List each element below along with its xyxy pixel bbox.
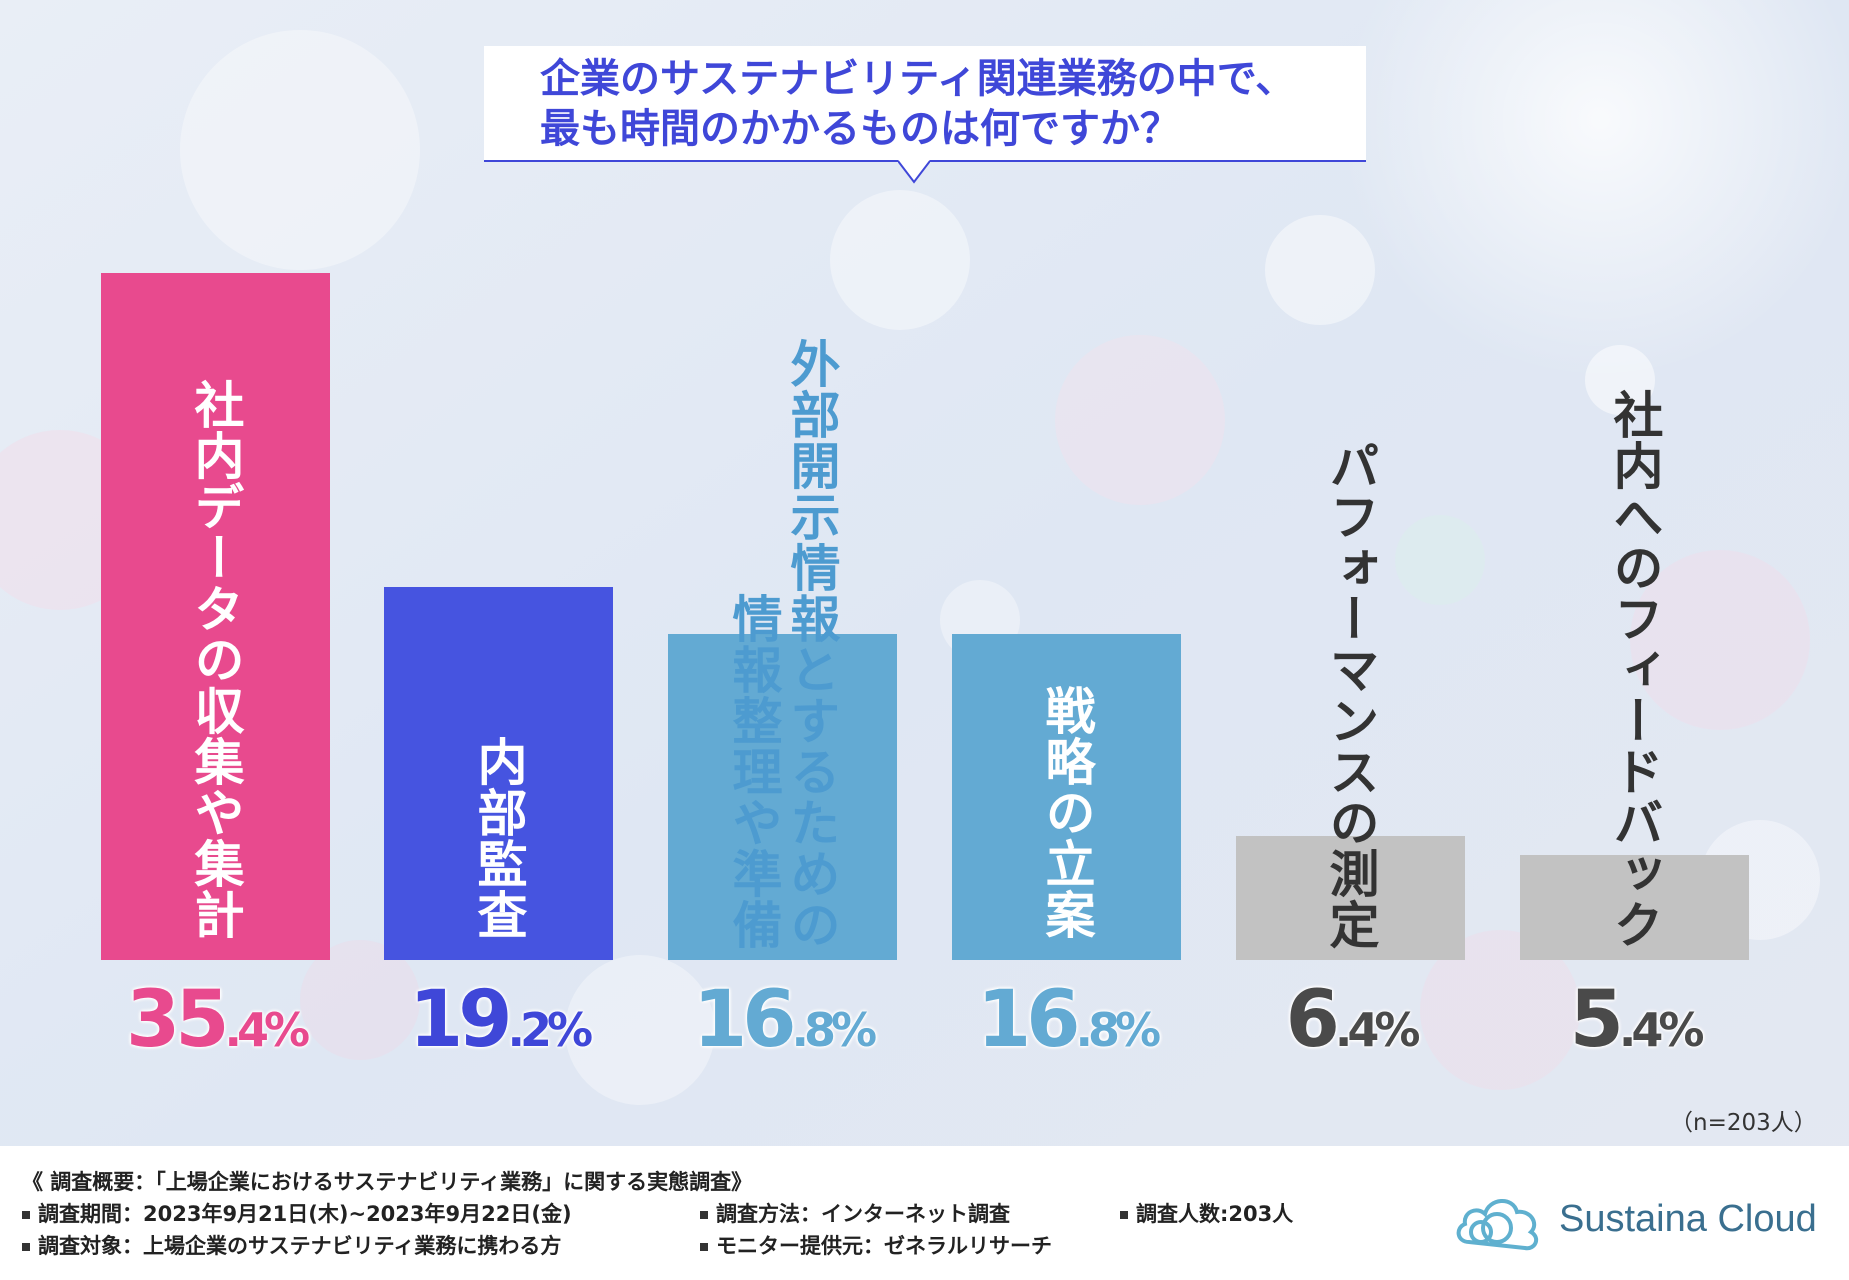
- value-label-1: 35.4%: [86, 975, 346, 1065]
- value-int: 6: [1285, 975, 1340, 1065]
- value-dec: .2%: [507, 1003, 593, 1057]
- bar-5: [1236, 836, 1465, 960]
- question-line-1: 企業のサステナビリティ関連業務の中で、: [540, 56, 1296, 102]
- cloud-icon: [1456, 1199, 1539, 1251]
- sample-size: （n=203人）: [1670, 1110, 1817, 1136]
- survey-title: 《 調査概要：「上場企業におけるサステナビリティ業務」に関する実態調査》: [22, 1170, 753, 1194]
- survey-method-text: 調査方法：インターネット調査: [716, 1202, 1010, 1226]
- value-int: 19: [408, 975, 513, 1065]
- bar-1: [101, 273, 330, 960]
- question-pointer: [898, 160, 930, 184]
- question-box: 企業のサステナビリティ関連業務の中で、 最も時間のかかるものは何ですか？: [484, 46, 1366, 162]
- bar-label-5: パフォーマンスの測定: [1321, 440, 1380, 950]
- value-dec: .8%: [791, 1003, 877, 1057]
- value-label-5: 6.4%: [1221, 975, 1481, 1065]
- bar-label-3-line-1: 外部開示情報とするための: [782, 338, 841, 950]
- bar-3: [668, 634, 897, 960]
- survey-provider: モニター提供元：ゼネラルリサーチ: [700, 1230, 1052, 1260]
- value-dec: .4%: [224, 1003, 310, 1057]
- bars: [101, 273, 1749, 960]
- bar-label-3-line-2: 情報整理や準備: [724, 593, 783, 950]
- bar-2: [384, 587, 613, 960]
- value-label-6: 5.4%: [1505, 975, 1765, 1065]
- bar-4: [952, 634, 1181, 960]
- value-dec: .4%: [1334, 1003, 1421, 1057]
- survey-target-text: 調査対象：上場企業のサステナビリティ業務に携わる方: [38, 1234, 562, 1258]
- survey-method: 調査方法：インターネット調査: [700, 1198, 1010, 1228]
- value-label-2: 19.2%: [369, 975, 629, 1065]
- value-label-4: 16.8%: [937, 975, 1197, 1065]
- bar-label-4: 戦略の立案: [1037, 685, 1096, 940]
- survey-provider-text: モニター提供元：ゼネラルリサーチ: [716, 1234, 1052, 1258]
- value-int: 35: [125, 975, 230, 1065]
- bar-label-1: 社内データの収集や集計: [186, 379, 245, 940]
- value-dec: .8%: [1075, 1003, 1161, 1057]
- value-dec: .4%: [1618, 1003, 1705, 1057]
- value-int: 16: [692, 975, 797, 1065]
- brand-name: Sustaina Cloud: [1559, 1198, 1817, 1240]
- brand-logo: Sustaina Cloud: [1451, 1184, 1831, 1254]
- bar-6: [1520, 855, 1749, 960]
- footer: 《 調査概要：「上場企業におけるサステナビリティ業務」に関する実態調査》 調査期…: [0, 1146, 1849, 1280]
- survey-period: 調査期間：2023年9月21日(木)~2023年9月22日(金): [22, 1198, 572, 1228]
- survey-count: 調査人数:203人: [1120, 1198, 1293, 1228]
- value-int: 16: [976, 975, 1081, 1065]
- value-label-3: 16.8%: [653, 975, 913, 1065]
- survey-target: 調査対象：上場企業のサステナビリティ業務に携わる方: [22, 1230, 561, 1260]
- survey-count-text: 調査人数:203人: [1136, 1202, 1294, 1226]
- bar-label-2: 内部監査: [469, 736, 528, 940]
- bar-label-6: 社内へのフィードバック: [1605, 389, 1664, 950]
- value-int: 5: [1569, 975, 1624, 1065]
- question-line-2: 最も時間のかかるものは何ですか？: [540, 106, 1180, 152]
- survey-period-text: 調査期間：2023年9月21日(木)~2023年9月22日(金): [38, 1202, 572, 1226]
